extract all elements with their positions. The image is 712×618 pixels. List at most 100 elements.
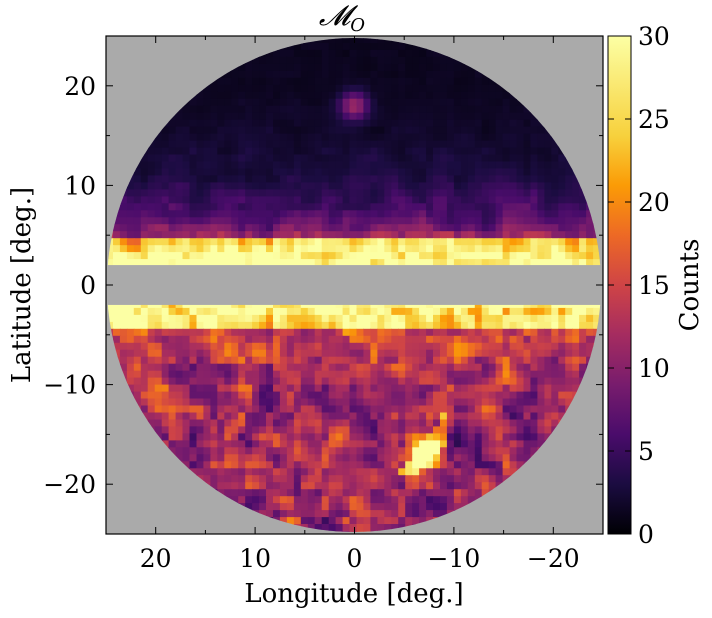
heatmap-cell (113, 252, 121, 260)
colorbar-label: Counts (675, 239, 705, 332)
heatmap-cell (286, 349, 295, 358)
heatmap-cell (551, 419, 559, 428)
heatmap-cell (474, 140, 483, 149)
heatmap-cell (495, 119, 504, 128)
heatmap-cell (154, 342, 163, 351)
heatmap-cell (224, 154, 232, 163)
heatmap-cell (189, 126, 198, 135)
heatmap-cell (363, 217, 371, 225)
heatmap-cell (252, 217, 260, 225)
heatmap-cell (335, 363, 344, 372)
heatmap-cell (474, 224, 483, 232)
heatmap-cell (391, 196, 399, 204)
heatmap-cell (217, 154, 225, 163)
heatmap-cell (126, 189, 135, 197)
heatmap-cell (203, 426, 211, 434)
heatmap-cell (474, 112, 483, 121)
heatmap-cell (342, 349, 351, 358)
heatmap-cell (175, 426, 184, 434)
heatmap-cell (245, 105, 253, 114)
x-axis-title: Longitude [deg.] (244, 579, 463, 609)
heatmap-cell (266, 412, 274, 421)
heatmap-cell (558, 259, 566, 267)
heatmap-cell (342, 119, 351, 128)
heatmap-cell (321, 105, 330, 114)
heatmap-cell (377, 363, 385, 372)
heatmap-cell (391, 342, 399, 351)
heatmap-cell (196, 189, 205, 197)
x-tick-label: 0 (347, 544, 363, 573)
heatmap-cell (446, 440, 455, 448)
heatmap-cell (488, 335, 497, 344)
heatmap-cell (273, 224, 281, 232)
heatmap-cell (460, 168, 469, 177)
heatmap-cell (335, 314, 344, 323)
heatmap-cell (245, 70, 253, 79)
heatmap-cell (453, 196, 462, 204)
heatmap-cell (384, 238, 392, 246)
heatmap-cell (175, 112, 184, 121)
heatmap-cell (426, 510, 434, 518)
heatmap-cell (530, 384, 538, 393)
heatmap-cell (419, 335, 427, 344)
heatmap-cell (481, 405, 490, 414)
heatmap-cell (384, 119, 392, 128)
heatmap-cell (154, 175, 163, 183)
heatmap-cell (516, 335, 525, 344)
heatmap-cell (210, 217, 218, 225)
heatmap-cell (217, 384, 225, 393)
heatmap-cell (293, 447, 302, 455)
heatmap-cell (551, 335, 559, 344)
heatmap-cell (203, 356, 211, 365)
heatmap-cell (161, 259, 170, 267)
heatmap-cell (391, 140, 399, 149)
heatmap-cell (391, 91, 399, 100)
heatmap-cell (328, 245, 337, 253)
heatmap-cell (259, 196, 267, 204)
heatmap-cell (147, 328, 156, 337)
heatmap-cell (266, 140, 274, 149)
heatmap-cell (426, 133, 434, 142)
heatmap-cell (460, 98, 469, 107)
heatmap-cell (398, 217, 406, 225)
heatmap-cell (321, 63, 330, 72)
heatmap-cell (314, 377, 323, 386)
heatmap-cell (488, 342, 497, 351)
heatmap-cell (231, 405, 239, 414)
heatmap-cell (335, 426, 344, 434)
heatmap-cell (433, 398, 441, 407)
heatmap-cell (558, 398, 566, 407)
heatmap-cell (405, 405, 413, 414)
heatmap-cell (412, 217, 420, 225)
heatmap-cell (196, 252, 205, 260)
heatmap-cell (273, 238, 281, 246)
heatmap-cell (217, 335, 225, 344)
heatmap-cell (544, 426, 552, 434)
heatmap-cell (412, 126, 420, 135)
heatmap-cell (433, 461, 441, 469)
heatmap-cell (398, 489, 406, 497)
heatmap-cell (384, 342, 392, 351)
heatmap-cell (405, 70, 413, 79)
heatmap-cell (572, 182, 580, 190)
heatmap-cell (231, 356, 239, 365)
heatmap-cell (488, 412, 497, 421)
heatmap-cell (398, 259, 406, 267)
heatmap-cell (377, 517, 385, 525)
heatmap-cell (175, 307, 184, 316)
heatmap-cell (572, 349, 580, 358)
heatmap-cell (474, 217, 483, 225)
heatmap-cell (523, 419, 532, 428)
heatmap-cell (537, 377, 545, 386)
heatmap-cell (307, 496, 316, 504)
heatmap-cell (377, 70, 385, 79)
heatmap-cell (224, 182, 232, 190)
heatmap-cell (586, 349, 594, 358)
heatmap-cell (217, 482, 225, 490)
heatmap-cell (446, 349, 455, 358)
heatmap-cell (537, 231, 545, 239)
heatmap-cell (182, 168, 191, 177)
heatmap-cell (440, 210, 448, 218)
heatmap-cell (189, 419, 198, 428)
heatmap-cell (502, 175, 511, 183)
